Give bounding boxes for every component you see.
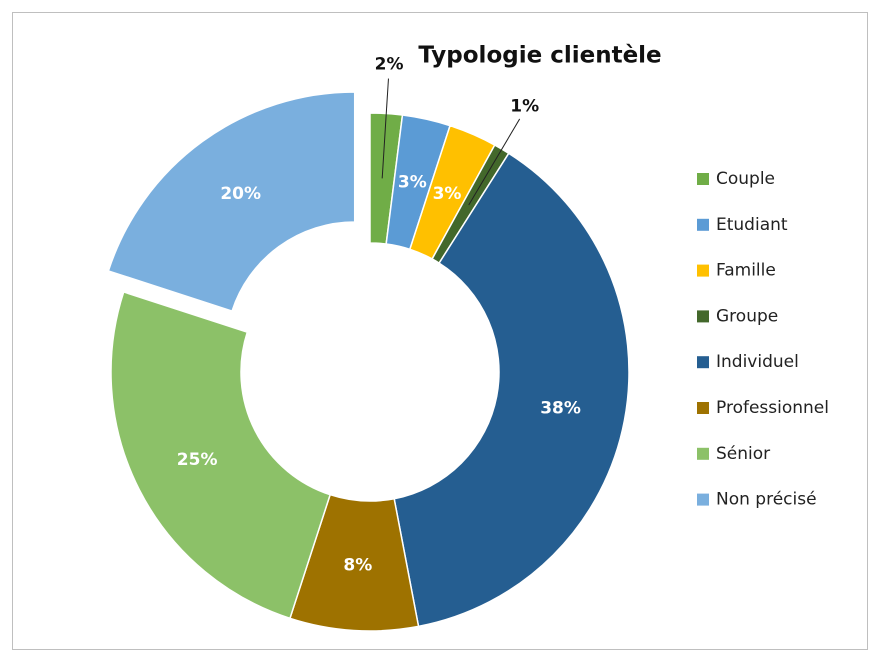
legend-swatch bbox=[697, 310, 709, 323]
legend-label: Professionnel bbox=[716, 398, 829, 418]
data-label: 3% bbox=[398, 173, 427, 193]
data-label: 2% bbox=[375, 55, 404, 75]
legend-label: Non précisé bbox=[716, 490, 817, 510]
donut-slice bbox=[107, 91, 356, 313]
legend-swatch bbox=[697, 264, 709, 277]
data-label: 8% bbox=[343, 556, 372, 576]
legend-label: Sénior bbox=[716, 444, 770, 464]
leader-line bbox=[468, 118, 521, 206]
legend-swatch bbox=[697, 493, 709, 506]
leader-line bbox=[381, 78, 389, 179]
legend-label: Individuel bbox=[716, 352, 799, 372]
data-label: 25% bbox=[177, 450, 218, 470]
legend-label: Etudiant bbox=[716, 215, 788, 235]
legend-label: Groupe bbox=[716, 306, 778, 326]
chart-title: Typologie clientèle bbox=[418, 43, 661, 69]
data-label: 3% bbox=[433, 184, 462, 204]
legend-swatch bbox=[697, 218, 709, 231]
legend-swatch bbox=[697, 447, 709, 460]
legend-swatch bbox=[697, 173, 709, 185]
legend-label: Famille bbox=[716, 261, 776, 281]
data-label: 20% bbox=[220, 184, 261, 204]
donut-slice bbox=[110, 291, 332, 620]
donut-slice bbox=[393, 152, 630, 628]
data-label: 1% bbox=[510, 96, 539, 116]
legend-label: Couple bbox=[716, 169, 775, 189]
data-label: 38% bbox=[540, 398, 581, 418]
legend-swatch bbox=[697, 402, 709, 414]
legend-swatch bbox=[697, 356, 709, 369]
